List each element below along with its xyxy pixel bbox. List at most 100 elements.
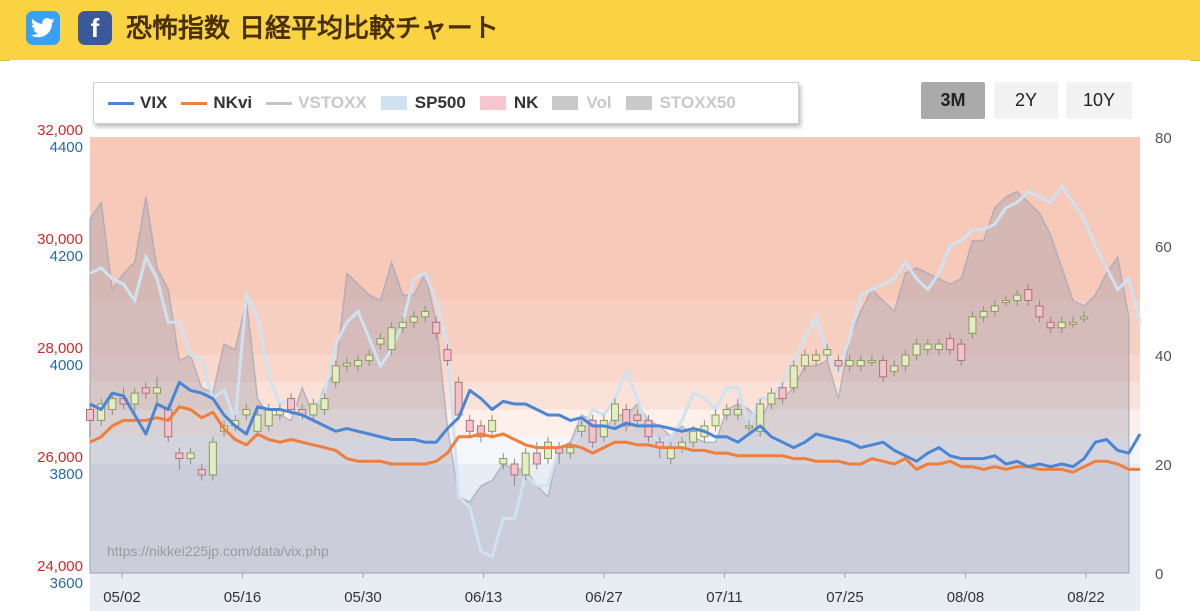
bg-band-0: [90, 464, 1140, 573]
bg-band-6: [90, 137, 1140, 301]
nk-candle-body: [823, 349, 832, 356]
nk-candle-body: [153, 387, 162, 394]
nk-candle: [253, 409, 262, 437]
nk-candle: [812, 349, 821, 366]
nk-candle-body: [387, 327, 396, 351]
legend-label: Vol: [586, 93, 612, 112]
nk-candle-body: [108, 398, 117, 411]
nk-candle: [901, 349, 910, 372]
nk-candle-body: [1046, 321, 1055, 329]
nk-candle: [946, 333, 955, 355]
nk-candle-body: [867, 359, 876, 363]
legend-label: VSTOXX: [298, 93, 367, 112]
nk-candle: [421, 305, 430, 323]
twitter-icon: [31, 18, 55, 38]
x-axis-tick-label: 08/08: [947, 589, 985, 606]
nk-candle: [644, 414, 653, 443]
sp-axis-tick-label: 3800: [50, 466, 83, 483]
nk-candle-body: [644, 419, 653, 438]
nk-candle: [1068, 316, 1077, 328]
legend-label: SP500: [414, 93, 466, 112]
x-axis-band: [90, 573, 1140, 611]
nk-candle-body: [1068, 321, 1077, 325]
legend-item-vol[interactable]: Vol: [552, 93, 612, 113]
nk-candle: [398, 316, 407, 334]
chart-legend: VIX NKvi VSTOXX SP500 NK Vol STOXX50: [93, 82, 799, 124]
nk-candle: [968, 311, 977, 339]
nk-candle: [476, 420, 485, 443]
range-button-2y[interactable]: 2Y: [994, 82, 1058, 119]
nk-candle-body: [543, 441, 552, 460]
nk-axis-tick-label: 26,000: [37, 449, 83, 466]
nk-candle: [733, 398, 742, 421]
nk-candle: [197, 464, 206, 481]
nk-candle: [879, 355, 888, 383]
nk-candle: [510, 458, 519, 486]
nk-candle: [153, 376, 162, 405]
nk-candle: [722, 404, 731, 421]
legend-label: VIX: [140, 93, 168, 112]
nk-candle: [979, 305, 988, 323]
nk-candle: [599, 414, 608, 443]
nk-candle-body: [186, 452, 195, 460]
legend-item-vstoxx[interactable]: VSTOXX: [266, 93, 367, 113]
page-title: 恐怖指数 日経平均比較チャート: [126, 14, 499, 44]
nk-candle-body: [130, 392, 139, 405]
nk-candle-body: [354, 359, 363, 367]
legend-item-vix[interactable]: VIX: [108, 93, 167, 113]
nk-candle: [1046, 316, 1055, 334]
legend-label: STOXX50: [659, 93, 736, 112]
nk-candle: [800, 349, 809, 372]
range-button-10y[interactable]: 10Y: [1066, 82, 1132, 119]
nk-candle: [365, 349, 374, 366]
nk-candle-body: [934, 343, 943, 351]
vix-axis-tick-label: 0: [1155, 566, 1163, 583]
nk-candle-body: [745, 425, 754, 429]
nk-candle-body: [309, 403, 318, 416]
page-header: f 恐怖指数 日経平均比較チャート: [0, 0, 1200, 61]
nk-candle-body: [912, 343, 921, 356]
nk-candle-body: [1013, 294, 1022, 301]
facebook-share-button[interactable]: f: [78, 11, 112, 45]
legend-item-stoxx50[interactable]: STOXX50: [625, 93, 736, 113]
x-axis-tick-label: 05/16: [224, 589, 262, 606]
x-axis-tick-label: 08/22: [1067, 589, 1105, 606]
nk-candle-body: [890, 365, 899, 372]
nk-candle-body: [499, 458, 508, 465]
legend-item-sp500[interactable]: SP500: [380, 93, 466, 113]
nk-candle-body: [488, 419, 497, 432]
x-axis-tick-label: 06/13: [465, 589, 503, 606]
nk-candle-body: [465, 419, 474, 432]
nk-candle-body: [733, 409, 742, 416]
nk-candle-body: [421, 310, 430, 318]
vix-axis-tick-label: 40: [1155, 348, 1172, 365]
nk-candle: [432, 316, 441, 339]
legend-item-nkvi[interactable]: NKvi: [181, 93, 252, 113]
nk-candle-body: [141, 387, 150, 394]
range-button-3m[interactable]: 3M: [921, 82, 985, 119]
x-axis-tick-label: 06/27: [585, 589, 623, 606]
legend-swatch: [108, 101, 134, 105]
sp-axis-tick-label: 4400: [50, 139, 83, 156]
nk-candle-body: [845, 359, 854, 367]
x-axis-tick-label: 05/30: [344, 589, 382, 606]
legend-item-nk[interactable]: NK: [479, 93, 538, 113]
legend-swatch: [552, 96, 579, 110]
nk-candle-body: [588, 419, 597, 443]
nk-candle: [543, 436, 552, 464]
nk-candle-body: [946, 338, 955, 351]
series-vix-line: [89, 380, 1142, 469]
nk-candle: [320, 393, 329, 415]
twitter-share-button[interactable]: [26, 11, 60, 45]
x-axis-tick-label: 07/25: [826, 589, 864, 606]
nk-candle: [923, 338, 932, 355]
nk-candle: [588, 414, 597, 448]
nk-candle: [1013, 289, 1022, 306]
nk-candle-body: [979, 310, 988, 318]
vix-axis-tick-label: 80: [1155, 130, 1172, 147]
nk-candle-body: [175, 452, 184, 460]
nk-candle: [834, 355, 843, 372]
vix-axis-tick-label: 60: [1155, 239, 1172, 256]
nk-axis-tick-label: 24,000: [37, 558, 83, 575]
nk-candle: [1001, 295, 1010, 306]
